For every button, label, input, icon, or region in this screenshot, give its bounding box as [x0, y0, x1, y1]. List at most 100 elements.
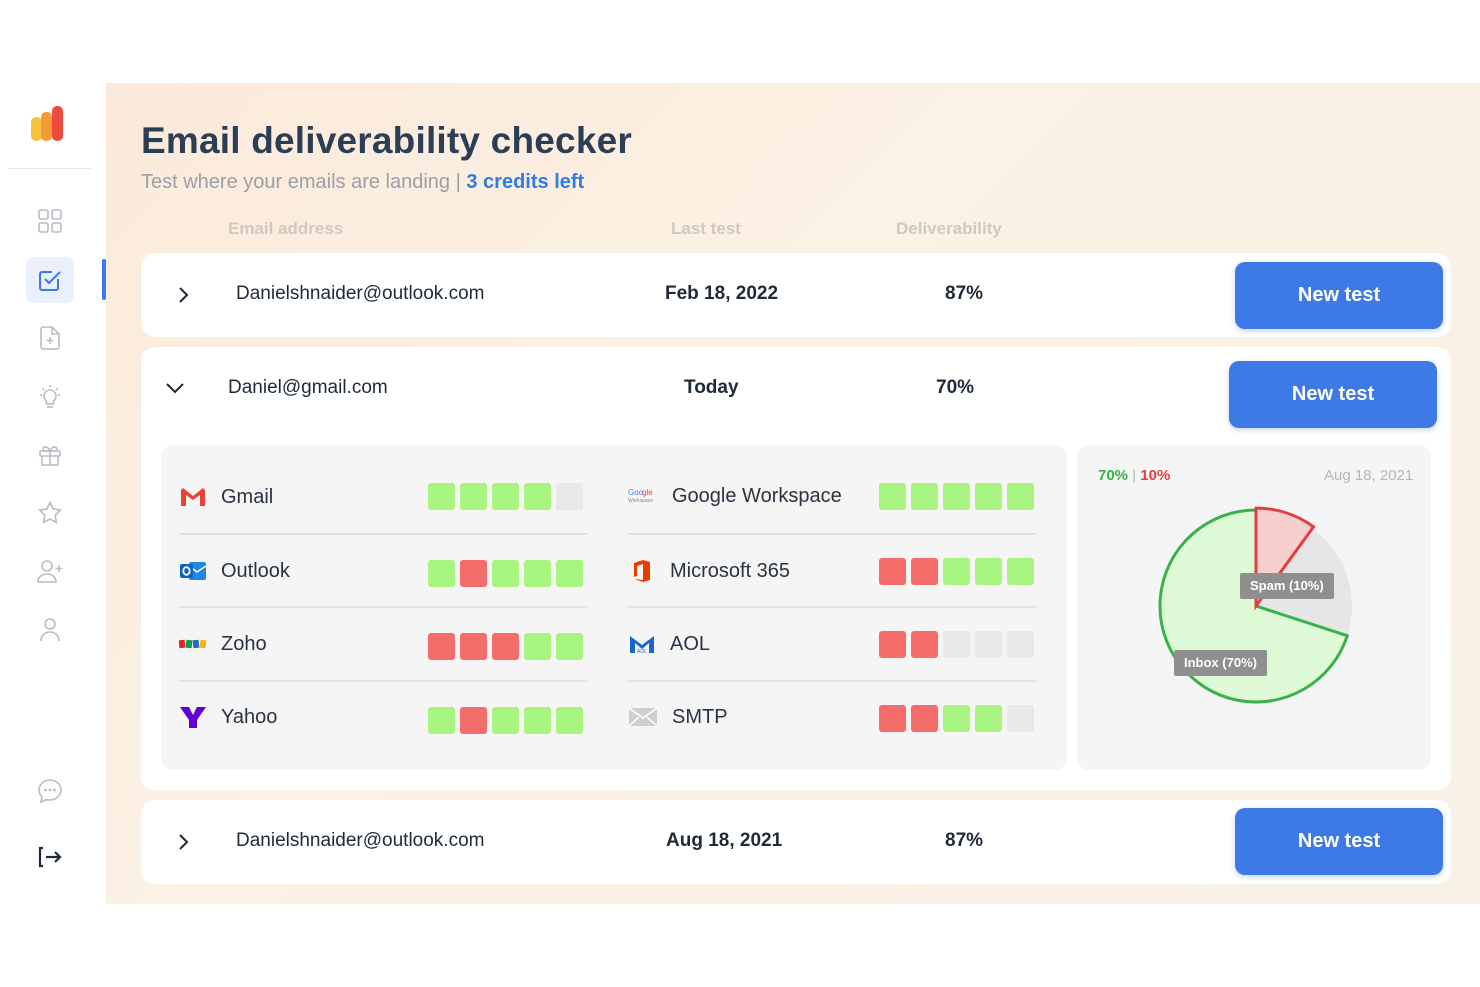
score-fail: [911, 558, 938, 585]
chevron-down-icon[interactable]: [165, 378, 185, 398]
divider: [179, 680, 587, 682]
summary-separator: |: [1132, 467, 1137, 484]
sidebar: [0, 83, 106, 904]
score-pass: [943, 558, 970, 585]
lightbulb-icon: [40, 385, 60, 408]
column-last-test[interactable]: Last test: [671, 219, 741, 238]
table-row[interactable]: [141, 800, 1451, 884]
document-add-icon: [40, 326, 60, 350]
nav-documents[interactable]: [26, 315, 74, 361]
score-pass: [1007, 483, 1034, 510]
score-pass: [492, 483, 519, 510]
subtitle-text: Test where your emails are landing: [141, 171, 451, 193]
score-fail: [879, 705, 906, 732]
column-email[interactable]: Email address: [228, 219, 344, 238]
nav-logout[interactable]: [26, 834, 74, 880]
score-pass: [556, 633, 583, 660]
spam-percent: 10%: [1140, 467, 1171, 484]
page-subtitle: Test where your emails are landing | 3 c…: [141, 171, 584, 194]
chevron-right-icon[interactable]: [173, 285, 193, 305]
row-deliverability: 70%: [936, 377, 975, 398]
nav-invite[interactable]: [26, 548, 74, 594]
score-fail: [460, 707, 487, 734]
divider: [628, 606, 1036, 608]
score-squares: [879, 705, 1034, 732]
divider: [628, 533, 1036, 535]
aol-icon: AOL: [630, 636, 654, 655]
score-fail: [911, 631, 938, 658]
new-test-button[interactable]: New test: [1235, 808, 1443, 875]
provider-zoho: Zoho: [179, 619, 267, 669]
score-pass: [911, 483, 938, 510]
svg-text:gle: gle: [642, 488, 653, 497]
score-pass: [1007, 558, 1034, 585]
score-pass: [428, 560, 455, 587]
score-pass: [943, 483, 970, 510]
nav-favorites[interactable]: [26, 490, 74, 536]
credits-left[interactable]: 3 credits left: [466, 171, 585, 193]
nav-chat[interactable]: [26, 768, 74, 814]
chart-date: Aug 18, 2021: [1324, 467, 1414, 484]
divider: [179, 606, 587, 608]
logout-icon: [38, 846, 62, 868]
column-deliverability[interactable]: Deliverability: [896, 219, 1002, 238]
chevron-right-icon[interactable]: [173, 832, 193, 852]
nav-ideas[interactable]: [26, 374, 74, 420]
active-indicator: [102, 259, 106, 300]
score-fail: [879, 631, 906, 658]
provider-name: Outlook: [221, 559, 290, 582]
table-row[interactable]: [141, 253, 1451, 337]
provider-name: Gmail: [221, 485, 274, 508]
score-fail: [492, 633, 519, 660]
deliverability-pie-chart: [1158, 506, 1352, 704]
svg-text:Goo: Goo: [628, 488, 644, 497]
google-workspace-icon: Goo gle Workspace: [628, 488, 653, 504]
gmail-icon: [181, 488, 205, 506]
new-test-button[interactable]: New test: [1235, 262, 1443, 329]
dashboard-icon: [38, 209, 62, 233]
inbox-percent: 70%: [1098, 467, 1129, 484]
row-last-test: Aug 18, 2021: [666, 830, 783, 851]
chat-icon: [38, 779, 62, 804]
score-pass: [524, 483, 551, 510]
gift-icon: [39, 446, 61, 466]
nav-checker[interactable]: [26, 257, 74, 303]
nav-gifts[interactable]: [26, 432, 74, 478]
add-user-icon: [37, 560, 63, 583]
svg-text:Workspace: Workspace: [628, 498, 653, 504]
nav-profile[interactable]: [26, 606, 74, 652]
sidebar-divider: [9, 168, 91, 169]
score-pass: [428, 707, 455, 734]
provider-name: AOL: [670, 632, 711, 655]
score-pass: [975, 558, 1002, 585]
score-pass: [460, 483, 487, 510]
inbox-tooltip: Inbox (70%): [1174, 650, 1267, 676]
row-deliverability: 87%: [945, 830, 984, 851]
score-pass: [556, 707, 583, 734]
score-pass: [428, 483, 455, 510]
score-squares: [428, 483, 583, 510]
svg-text:AOL: AOL: [637, 649, 647, 655]
chart-summary: 70% | 10%: [1098, 467, 1170, 484]
microsoft-365-icon: [634, 560, 650, 582]
score-fail: [428, 633, 455, 660]
score-pass: [492, 707, 519, 734]
score-pass: [975, 705, 1002, 732]
score-squares: [428, 633, 583, 660]
score-squares: [879, 483, 1034, 510]
new-test-button[interactable]: New test: [1229, 361, 1437, 428]
score-pass: [943, 705, 970, 732]
zoho-icon: [179, 639, 207, 649]
row-email: Danielshnaider@outlook.com: [236, 830, 485, 851]
score-pass: [524, 707, 551, 734]
nav-dashboard[interactable]: [26, 198, 74, 244]
subtitle-separator: |: [455, 171, 461, 193]
user-icon: [40, 618, 60, 642]
row-last-test: Today: [684, 377, 739, 398]
score-empty: [943, 631, 970, 658]
score-squares: [428, 707, 583, 734]
score-empty: [1007, 631, 1034, 658]
app-logo[interactable]: [31, 105, 69, 143]
row-last-test: Feb 18, 2022: [665, 283, 779, 304]
spam-tooltip: Spam (10%): [1240, 573, 1334, 599]
